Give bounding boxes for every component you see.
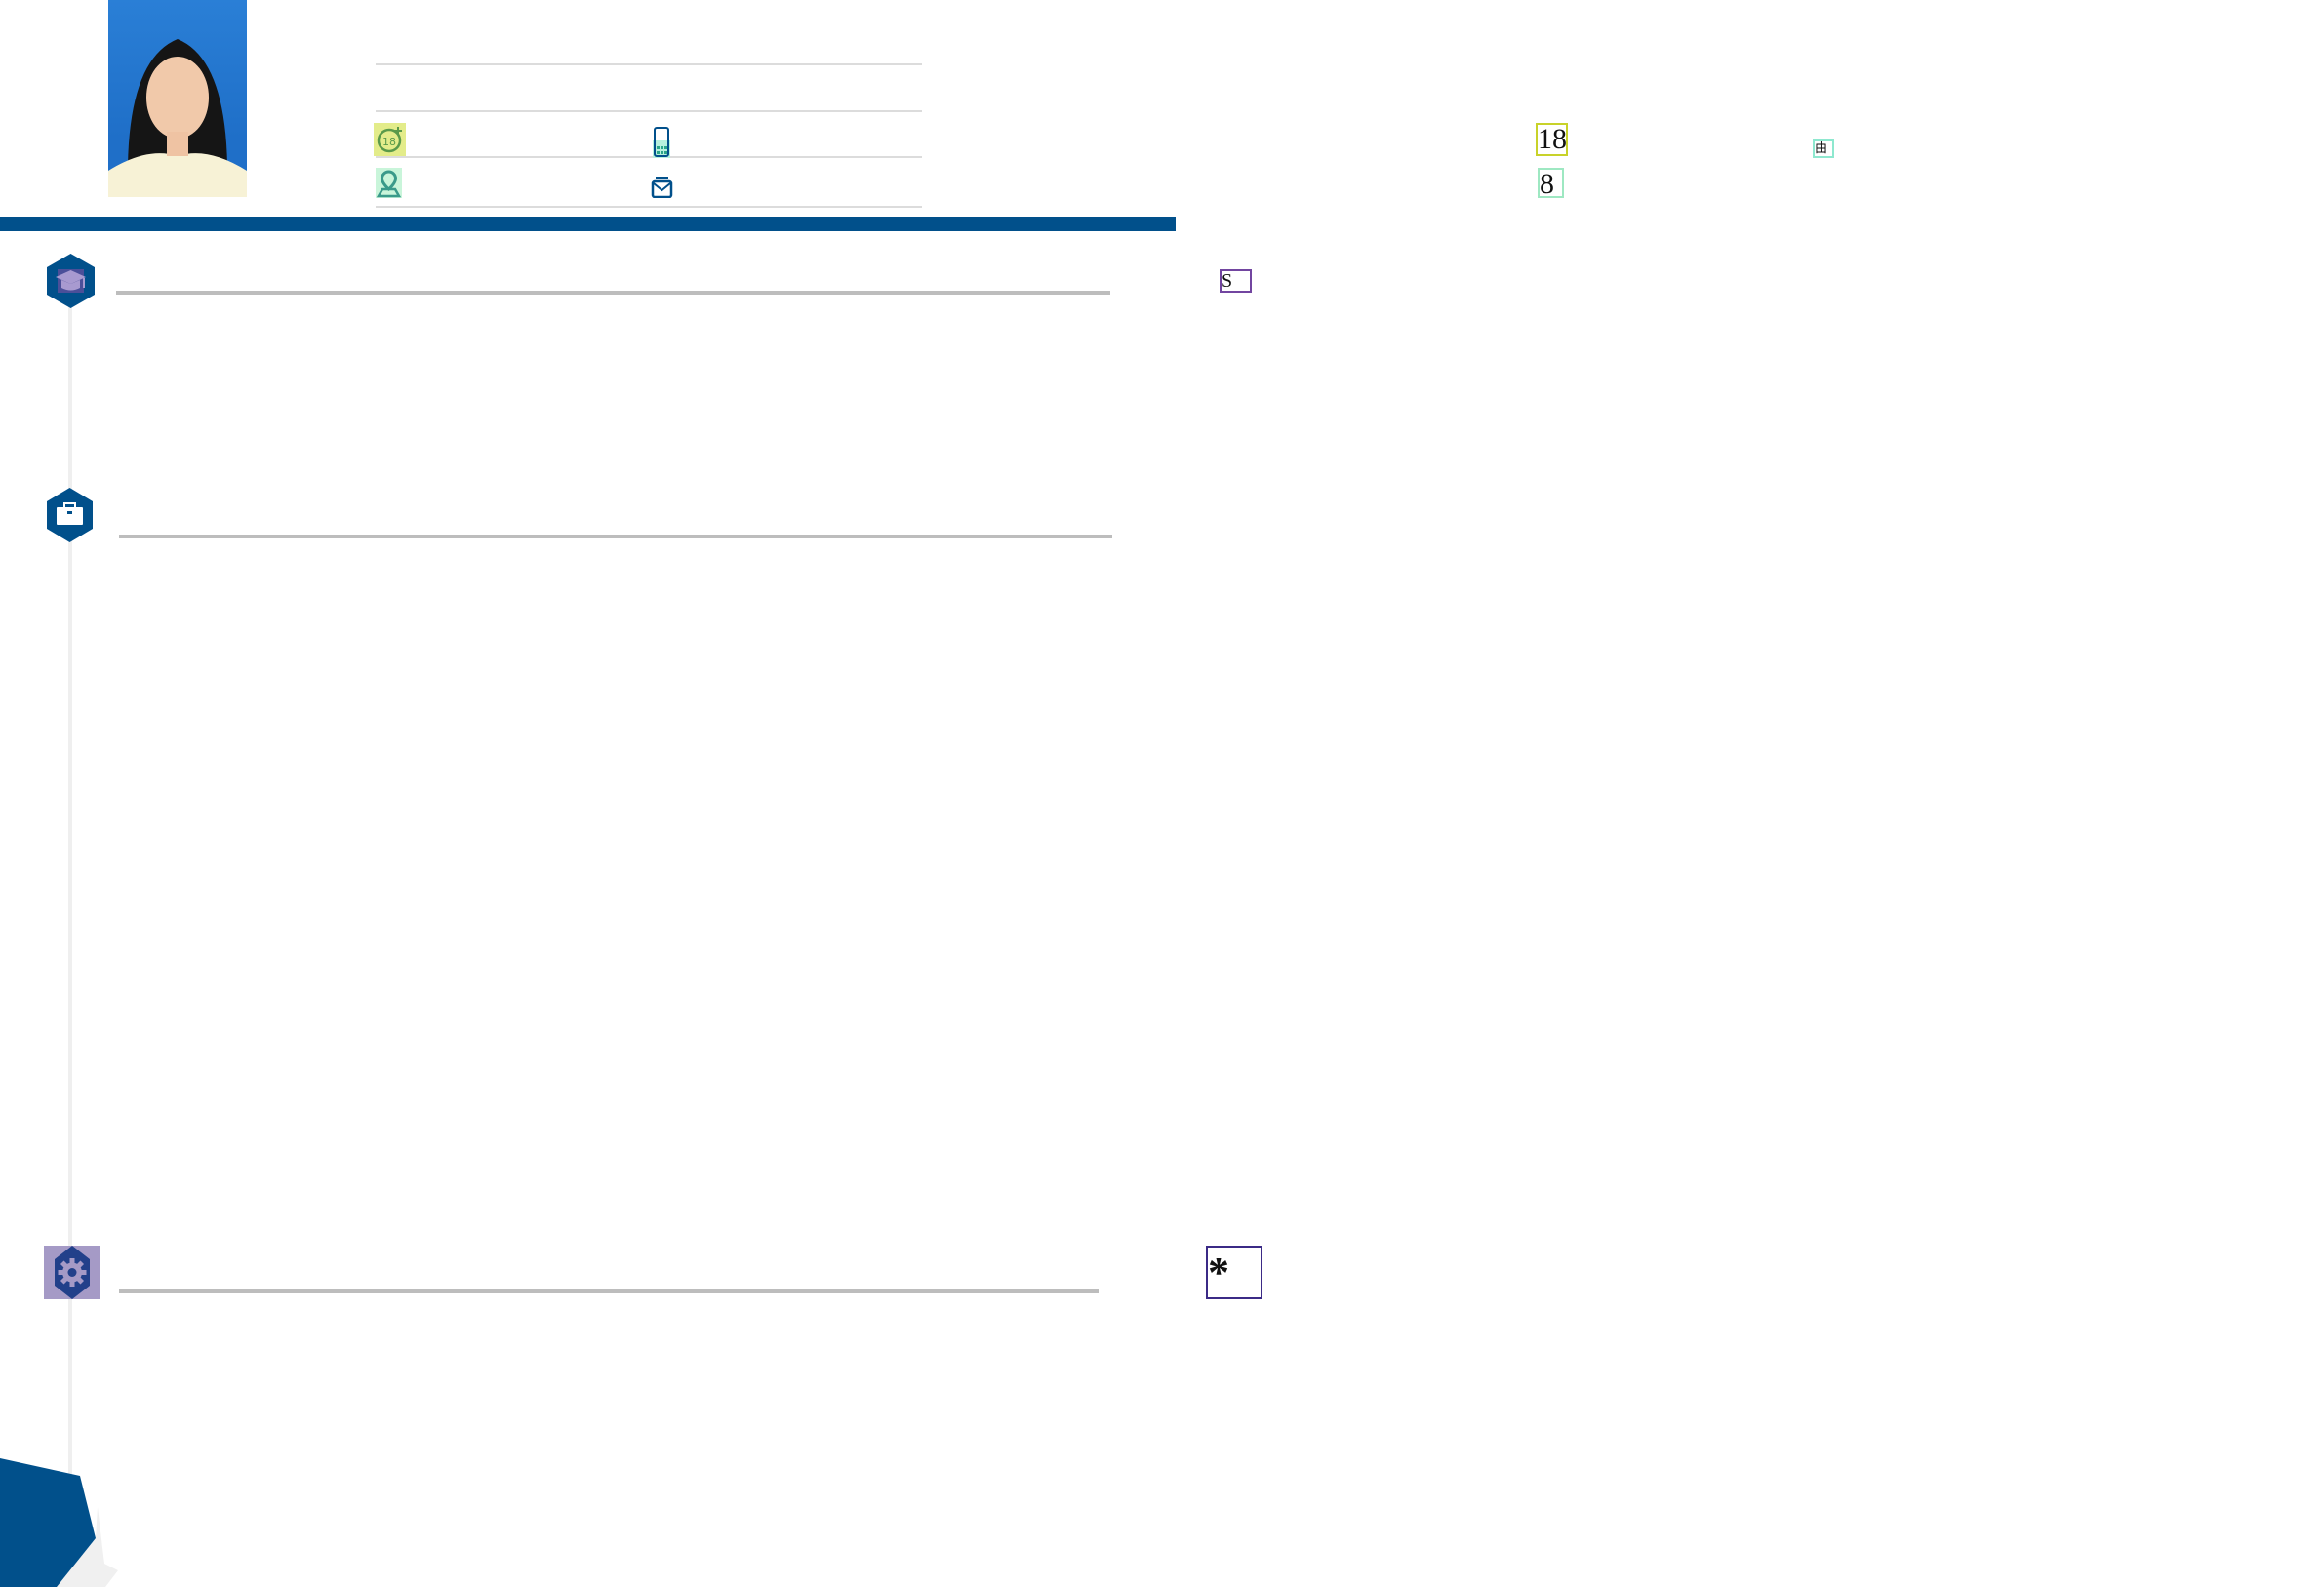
corner-decoration [0, 1458, 118, 1587]
corner-hexagon-shape [0, 1458, 96, 1587]
header-divider [376, 206, 922, 208]
header-divider [376, 63, 922, 65]
header-accent-bar [0, 217, 1176, 231]
skills-section-icon [44, 1246, 100, 1299]
label-box-s: S [1220, 269, 1252, 293]
section-divider [119, 535, 1112, 538]
profile-photo [108, 0, 247, 197]
section-divider [116, 291, 1110, 295]
corner-shadow-shape [57, 1507, 118, 1587]
briefcase-icon [57, 502, 83, 525]
mobile-phone-icon [651, 127, 672, 158]
work-section-icon [47, 488, 93, 542]
mail-icon [651, 176, 673, 199]
graduation-cap-icon [56, 270, 86, 291]
section-divider [119, 1289, 1099, 1293]
label-box-18: 18 [1536, 123, 1568, 156]
timeline-line [68, 293, 72, 1587]
header-divider [376, 156, 922, 158]
label-box-asterisk: * [1206, 1246, 1262, 1299]
label-box-8: 8 [1538, 168, 1564, 198]
svg-text:18: 18 [382, 136, 396, 148]
header-divider [376, 110, 922, 112]
age-18-icon: 18 [374, 123, 406, 156]
label-box-glyph: 由 [1813, 139, 1834, 158]
location-pin-icon [376, 168, 402, 198]
education-section-icon [47, 254, 95, 308]
